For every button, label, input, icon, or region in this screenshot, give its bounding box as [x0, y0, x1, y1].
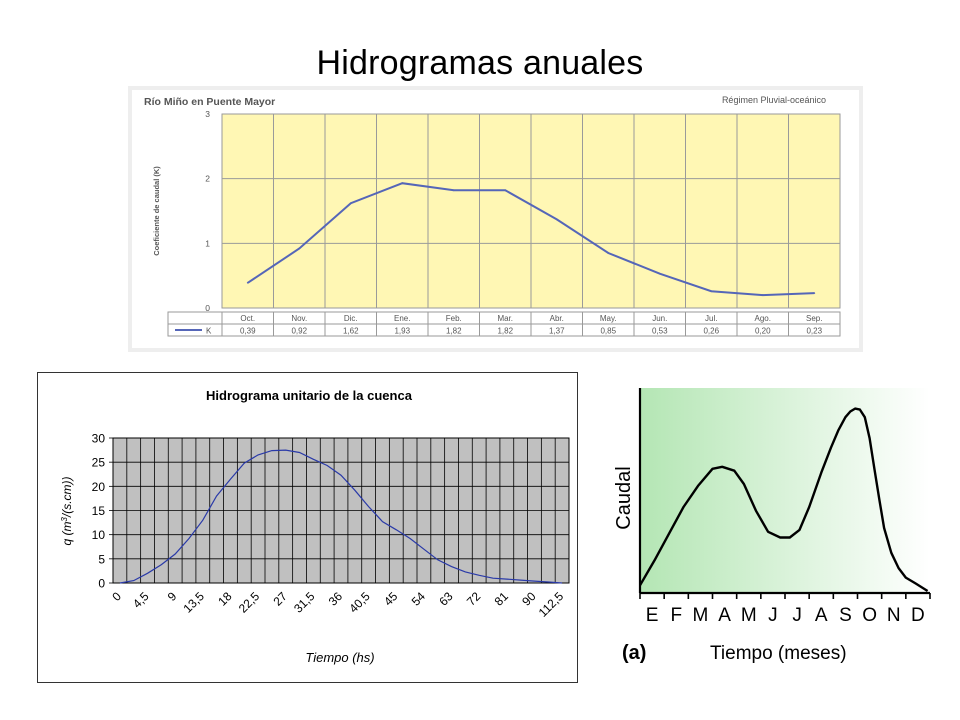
y-tick-label: 1 [205, 238, 210, 248]
data-point [349, 202, 352, 205]
x-tick-label: A [815, 605, 828, 626]
legend-label: K [206, 327, 212, 336]
data-label: 1,62 [343, 327, 359, 336]
data-point [452, 189, 455, 192]
panel-label: (a) [622, 642, 646, 664]
data-label: 1,37 [549, 327, 565, 336]
data-label: 0,23 [806, 327, 822, 336]
chart-rio-mino: Río Miño en Puente Mayor Régimen Pluvial-… [128, 86, 863, 352]
x-tick-label: M [693, 605, 709, 626]
plot-area [640, 388, 930, 593]
chart-title: Río Miño en Puente Mayor [144, 96, 275, 108]
x-tick-label: Oct. [240, 314, 255, 323]
series-line-q [119, 449, 563, 584]
x-tick-label: Ene. [394, 314, 410, 323]
data-label: 0,53 [652, 327, 668, 336]
x-tick-label: Feb. [446, 314, 462, 323]
data-point [298, 247, 301, 250]
x-tick-label: D [911, 605, 925, 626]
series-line-caudal [638, 407, 929, 593]
x-tick-label: O [862, 605, 877, 626]
x-tick-label: A [718, 605, 731, 626]
chart-hidrograma-unitario-svg: Hidrograma unitario de la cuenca 0 5 10 15 20… [37, 372, 578, 683]
x-tick-label: N [887, 605, 901, 626]
data-label: 0,85 [600, 327, 616, 336]
x-tick-label: F [670, 605, 682, 626]
chart-subtitle: Régimen Pluvial-oceánico [722, 95, 826, 105]
y-axis-label: q (m3/(s.cm)) [60, 476, 75, 545]
x-tick-label: J [768, 605, 778, 626]
chart-rio-mino-svg: Río Miño en Puente Mayor Régimen Pluvial-… [128, 86, 863, 352]
chart-hidrograma-unitario: Hidrograma unitario de la cuenca 0 5 10 15 20… [37, 372, 578, 683]
y-tick-label: 2 [205, 174, 210, 184]
x-tick-label: S [839, 605, 852, 626]
x-axis-label: Tiempo (meses) [710, 643, 847, 664]
data-point [658, 272, 661, 275]
y-axis-label: Coeficiente de caudal (K) [152, 166, 161, 256]
series-line-k [247, 182, 815, 297]
data-point [246, 281, 249, 284]
y-tick-label: 10 [92, 528, 106, 542]
x-tick-label: Nov. [291, 314, 307, 323]
x-tick-label: E [646, 605, 659, 626]
x-tick-label: Jun. [652, 314, 667, 323]
data-point [504, 189, 507, 192]
chart-title: Hidrograma unitario de la cuenca [206, 388, 413, 403]
x-tick-label: Ago. [755, 314, 771, 323]
x-tick-label: J [792, 605, 802, 626]
x-tick-label: May. [600, 314, 617, 323]
y-tick-label: 5 [98, 552, 105, 566]
chart-caudal-anual: E F M A M J J A S O N D Caudal (a) Tiempo (meses) [600, 380, 940, 670]
y-tick-label: 0 [98, 577, 105, 591]
x-tick-label: Abr. [550, 314, 564, 323]
data-point [401, 182, 404, 185]
data-point [813, 292, 816, 295]
data-label: 0,20 [755, 327, 771, 336]
x-tick-label: Jul. [705, 314, 717, 323]
data-label: 0,26 [703, 327, 719, 336]
y-axis-label: Caudal [613, 466, 635, 529]
y-tick-label: 25 [92, 456, 106, 470]
data-point [555, 218, 558, 221]
x-tick-label: M [741, 605, 757, 626]
data-label: 1,82 [446, 327, 462, 336]
data-label: 1,93 [394, 327, 410, 336]
data-point [607, 252, 610, 254]
data-label: 0,39 [240, 327, 256, 336]
y-tick-label: 30 [92, 432, 106, 446]
x-tick-label: Mar. [497, 314, 513, 323]
x-tick-label: Sep. [806, 314, 822, 323]
data-point [761, 294, 764, 296]
x-tick-label: Dic. [344, 314, 358, 323]
y-tick-label: 0 [205, 303, 210, 313]
data-point [710, 290, 713, 293]
page-title: Hidrogramas anuales [316, 44, 644, 82]
y-tick-label: 20 [92, 480, 106, 494]
data-label: 0,92 [291, 327, 307, 336]
data-label: 1,82 [497, 327, 513, 336]
y-tick-label: 3 [205, 109, 210, 119]
x-axis-label: Tiempo (hs) [305, 650, 374, 665]
y-tick-label: 15 [92, 504, 106, 518]
